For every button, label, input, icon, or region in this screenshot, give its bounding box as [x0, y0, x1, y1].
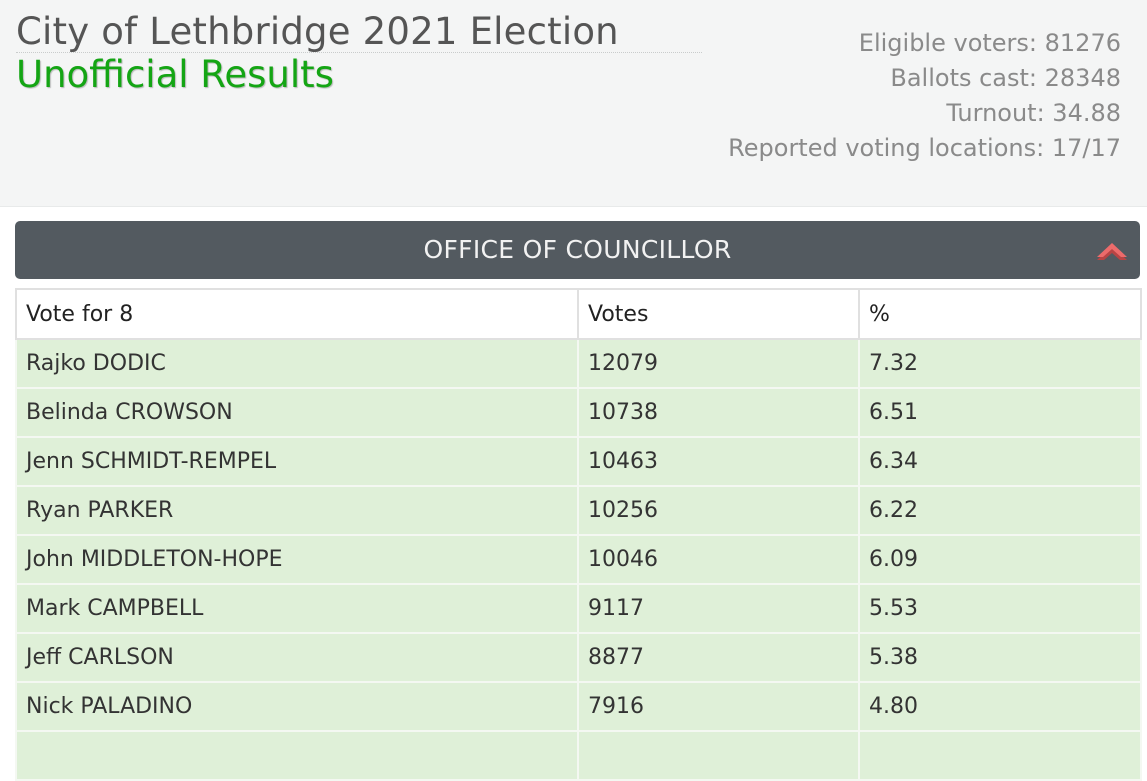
table-row: Rajko DODIC 12079 7.32	[15, 338, 1142, 389]
candidate-votes: 9117	[577, 583, 860, 634]
candidate-name: Belinda CROWSON	[15, 387, 579, 438]
table-row: Belinda CROWSON 10738 6.51	[15, 387, 1142, 438]
candidate-name: Rajko DODIC	[15, 338, 579, 389]
candidate-votes: 8877	[577, 632, 860, 683]
office-title: OFFICE OF COUNCILLOR	[423, 235, 732, 264]
candidate-votes: 10463	[577, 436, 860, 487]
candidate-name: Mark CAMPBELL	[15, 583, 579, 634]
results-header: City of Lethbridge 2021 Election Unoffic…	[0, 0, 1147, 207]
table-row: Jeff CARLSON 8877 5.38	[15, 632, 1142, 683]
candidate-percent: 7.32	[858, 338, 1142, 389]
candidate-percent: 6.51	[858, 387, 1142, 438]
column-header-votes: Votes	[577, 288, 860, 340]
results-table: Vote for 8 Votes % Rajko DODIC 12079 7.3…	[15, 288, 1142, 781]
table-row: Ryan PARKER 10256 6.22	[15, 485, 1142, 536]
table-row-partial	[15, 730, 1142, 781]
column-header-percent: %	[858, 288, 1142, 340]
ballots-cast-stat: Ballots cast: 28348	[890, 64, 1121, 92]
eligible-voters-stat: Eligible voters: 81276	[858, 29, 1121, 57]
chevron-up-icon[interactable]	[1095, 238, 1129, 262]
candidate-name: Nick PALADINO	[15, 681, 579, 732]
candidate-name	[15, 730, 579, 781]
candidate-votes: 7916	[577, 681, 860, 732]
election-stats: Eligible voters: 81276 Ballots cast: 283…	[728, 26, 1121, 166]
candidate-percent: 5.53	[858, 583, 1142, 634]
table-row: John MIDDLETON-HOPE 10046 6.09	[15, 534, 1142, 585]
candidate-percent: 4.80	[858, 681, 1142, 732]
table-header-row: Vote for 8 Votes %	[15, 288, 1142, 340]
table-row: Nick PALADINO 7916 4.80	[15, 681, 1142, 732]
candidate-percent	[858, 730, 1142, 781]
candidate-votes: 10738	[577, 387, 860, 438]
office-panel-header[interactable]: OFFICE OF COUNCILLOR	[15, 221, 1140, 279]
candidate-percent: 6.34	[858, 436, 1142, 487]
candidate-name: John MIDDLETON-HOPE	[15, 534, 579, 585]
candidate-votes: 10046	[577, 534, 860, 585]
page-subtitle: Unofficial Results	[16, 53, 334, 96]
table-row: Mark CAMPBELL 9117 5.53	[15, 583, 1142, 634]
candidate-votes: 12079	[577, 338, 860, 389]
turnout-stat: Turnout: 34.88	[946, 99, 1121, 127]
candidate-percent: 5.38	[858, 632, 1142, 683]
title-divider	[16, 52, 702, 53]
candidate-percent: 6.09	[858, 534, 1142, 585]
table-row: Jenn SCHMIDT-REMPEL 10463 6.34	[15, 436, 1142, 487]
page-title: City of Lethbridge 2021 Election	[16, 10, 619, 53]
candidate-name: Jenn SCHMIDT-REMPEL	[15, 436, 579, 487]
candidate-name: Ryan PARKER	[15, 485, 579, 536]
candidate-name: Jeff CARLSON	[15, 632, 579, 683]
candidate-votes	[577, 730, 860, 781]
candidate-votes: 10256	[577, 485, 860, 536]
candidate-percent: 6.22	[858, 485, 1142, 536]
reported-locations-stat: Reported voting locations: 17/17	[728, 134, 1121, 162]
column-header-candidate: Vote for 8	[15, 288, 579, 340]
